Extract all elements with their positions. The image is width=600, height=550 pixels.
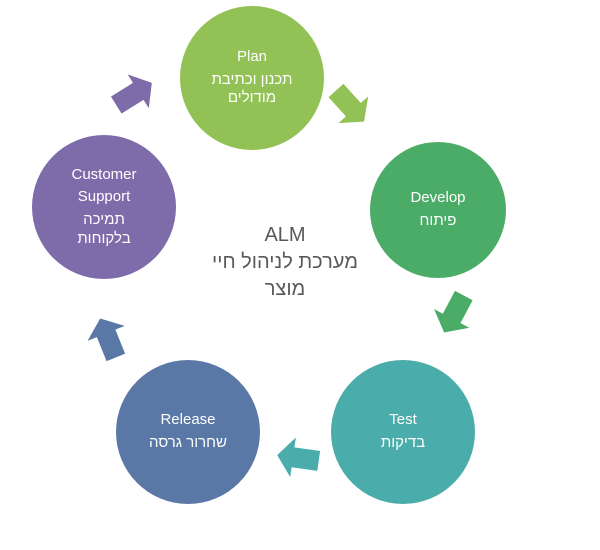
center-line-2: מערכת לניהול חיי (185, 249, 385, 276)
node-develop-subtitle: פיתוח (420, 212, 457, 231)
node-plan-title: Plan (237, 48, 267, 67)
node-cs-subtitle-1: תמיכה (83, 211, 125, 230)
node-plan-subtitle: תכנון וכתיבת מודולים (188, 71, 316, 109)
node-customer-support: Customer Support תמיכה בלקוחות (32, 135, 176, 279)
node-release: Release שחרור גרסה (116, 360, 260, 504)
alm-cycle-diagram: ALM מערכת לניהול חיי מוצר Plan תכנון וכת… (0, 0, 600, 550)
node-test: Test בדיקות (331, 360, 475, 504)
arrow-plan-develop (321, 77, 379, 135)
center-line-3: מוצר (185, 276, 385, 303)
node-test-title: Test (389, 411, 417, 430)
node-develop: Develop פיתוח (370, 142, 506, 278)
center-line-1: ALM (185, 222, 385, 249)
node-release-title: Release (160, 411, 215, 430)
center-label: ALM מערכת לניהול חיי מוצר (185, 222, 385, 303)
node-test-subtitle: בדיקות (381, 434, 425, 453)
arrow-develop-test (426, 286, 481, 342)
node-develop-title: Develop (410, 189, 465, 208)
arrow-test-release (274, 435, 321, 480)
node-plan: Plan תכנון וכתיבת מודולים (180, 6, 324, 150)
arrow-release-cs (82, 311, 135, 365)
arrow-cs-plan (106, 66, 163, 122)
node-cs-title-1: Customer (71, 166, 136, 185)
node-cs-subtitle-2: בלקוחות (77, 230, 130, 249)
node-cs-title-2: Support (78, 188, 131, 207)
node-release-subtitle: שחרור גרסה (149, 434, 227, 453)
